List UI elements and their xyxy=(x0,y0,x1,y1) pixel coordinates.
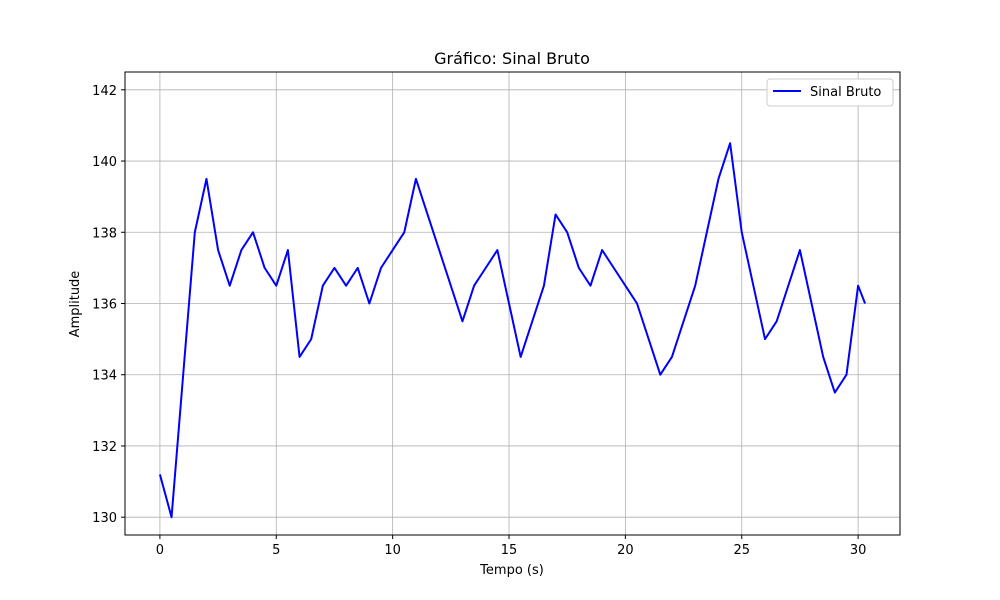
y-tick-label: 130 xyxy=(92,511,117,526)
grid-lines xyxy=(125,72,900,535)
y-axis-ticks: 130 132 134 136 138 140 142 xyxy=(92,84,125,526)
y-axis-label: Amplitude xyxy=(68,271,83,338)
legend-label: Sinal Bruto xyxy=(810,85,881,100)
y-tick-label: 138 xyxy=(92,226,117,241)
y-tick-label: 142 xyxy=(92,84,117,99)
legend-box xyxy=(766,78,894,107)
legend: Sinal Bruto xyxy=(766,78,894,107)
series-line xyxy=(158,142,867,519)
x-tick-label: 30 xyxy=(850,543,867,558)
x-axis-ticks: 0 5 10 15 20 25 30 xyxy=(156,535,867,558)
x-tick-label: 20 xyxy=(617,543,634,558)
x-tick-label: 15 xyxy=(501,543,518,558)
series-layer xyxy=(158,142,867,519)
y-tick-label: 134 xyxy=(92,369,117,384)
x-tick-label: 0 xyxy=(156,543,164,558)
x-tick-label: 5 xyxy=(272,543,280,558)
y-tick-label: 140 xyxy=(92,155,117,170)
x-axis-label: Tempo (s) xyxy=(479,563,544,578)
x-tick-label: 25 xyxy=(733,543,750,558)
y-tick-label: 136 xyxy=(92,298,117,313)
y-tick-label: 132 xyxy=(92,440,117,455)
chart-title: Gráfico: Sinal Bruto xyxy=(434,49,590,68)
x-tick-label: 10 xyxy=(384,543,401,558)
